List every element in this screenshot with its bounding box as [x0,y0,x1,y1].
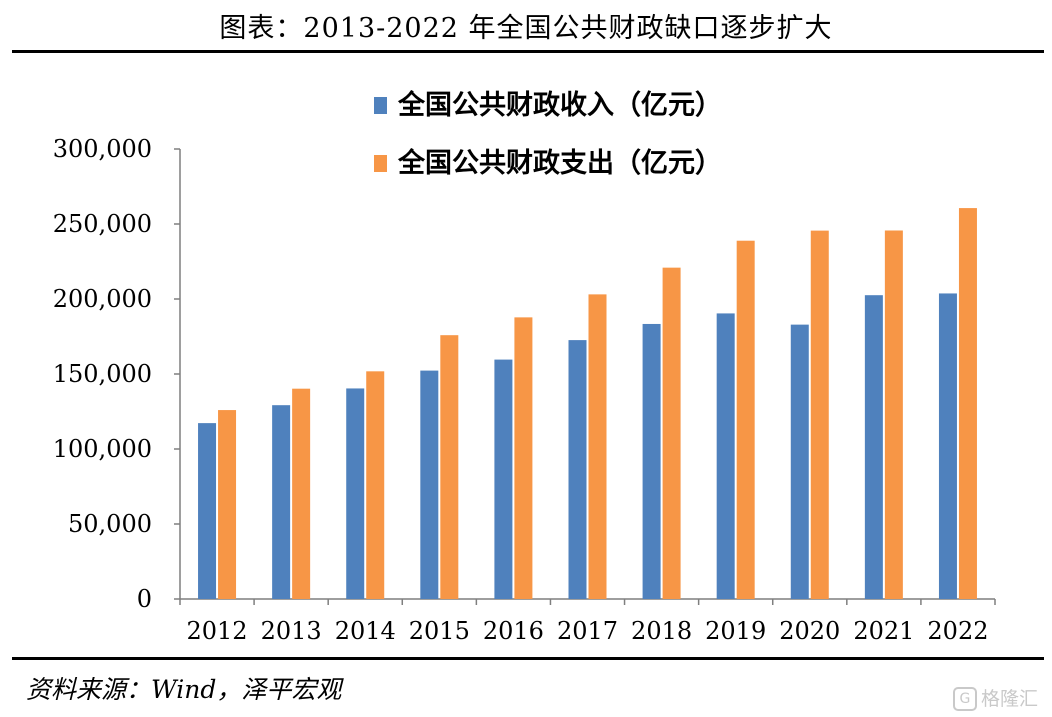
watermark-logo-icon: G [952,687,977,711]
y-tick-label: 0 [137,585,152,613]
y-tick-label: 150,000 [53,360,152,388]
x-tick-label: 2017 [557,617,618,645]
y-tick-label: 200,000 [53,285,152,313]
source-note: 资料来源：Wind，泽平宏观 [26,675,342,704]
bar-expense [292,388,311,599]
x-tick-label: 2018 [631,617,692,645]
bar-expense [588,294,607,599]
legend-swatch [374,97,387,114]
legend: 全国公共财政收入（亿元） 全国公共财政支出（亿元） [374,89,722,179]
bar-income [790,324,809,599]
watermark-text: 格隆汇 [980,687,1038,710]
x-tick-label: 2019 [705,617,766,645]
x-tick-label: 2016 [483,617,544,645]
bar-income [272,405,291,599]
x-tick-label: 2014 [335,617,396,645]
x-tick-label: 2022 [927,617,988,645]
bars [198,208,977,600]
legend-swatch [374,155,387,172]
x-tick-label: 2015 [409,617,470,645]
bar-expense [662,267,681,599]
y-tick-label: 300,000 [53,135,152,163]
y-tick-label: 100,000 [53,435,152,463]
x-tick-label: 2021 [853,617,914,645]
bar-income [642,323,661,599]
bar-expense [884,230,903,600]
x-tick-label: 2020 [779,617,840,645]
y-tick-label: 250,000 [53,210,152,238]
chart-title: 图表：2013-2022 年全国公共财政缺口逐步扩大 [219,13,833,44]
x-tick-label: 2012 [187,617,248,645]
bar-income [716,313,735,599]
bar-expense [440,335,459,599]
bar-income [864,295,883,599]
x-tick-label: 2013 [261,617,322,645]
bar-expense [736,240,755,599]
y-axis: 0 50,000 100,000 150,000 200,000 250,000 300,0… [53,135,181,613]
bar-income [568,340,587,599]
y-tick-label: 50,000 [68,510,152,538]
bar-expense [810,230,829,600]
x-axis: 2012 2013 2014 2015 2016 2017 2018 2019 2020 2021… [179,598,996,645]
bar-income [420,370,439,599]
bar-expense [958,208,977,600]
bar-income [198,423,217,599]
bar-expense [514,317,533,599]
bar-expense [218,410,237,599]
bar-expense [366,371,385,599]
bar-chart: 全国公共财政收入（亿元） 全国公共财政支出（亿元） 0 50,000 100,000 1… [53,89,996,645]
bar-income [346,388,365,599]
watermark: G 格隆汇 [952,684,1038,711]
bar-income [494,359,513,599]
bottom-rule [12,657,1044,660]
bar-income [938,293,957,599]
legend-label: 全国公共财政收入（亿元） [397,89,722,121]
legend-label: 全国公共财政支出（亿元） [397,147,722,179]
top-rule [12,50,1044,53]
